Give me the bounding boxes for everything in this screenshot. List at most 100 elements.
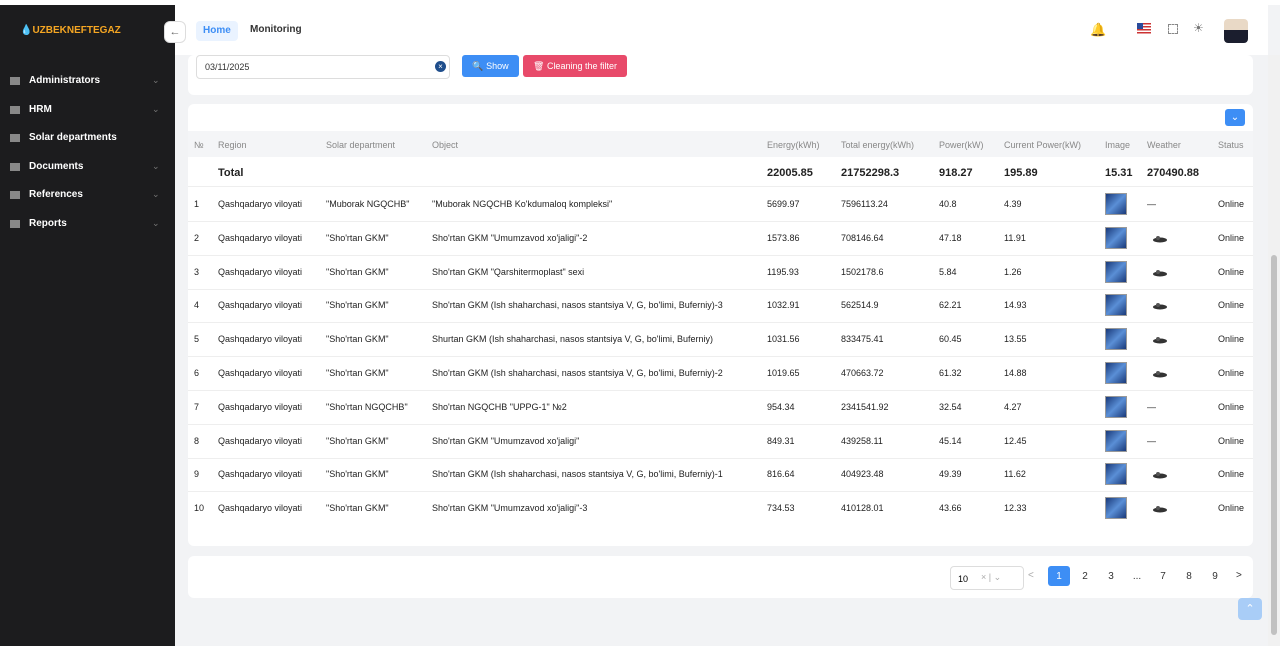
- table-cell: 4.27: [1004, 401, 1022, 412]
- table-cell: 1573.86: [767, 232, 800, 243]
- table-cell: 410128.01: [841, 503, 884, 514]
- nav-tab[interactable]: Home: [196, 21, 238, 41]
- table-cell: "Sho'rtan GKM": [326, 368, 389, 378]
- nav-tab[interactable]: Monitoring: [250, 24, 302, 35]
- show-button[interactable]: 🔍 Show: [462, 55, 519, 77]
- table-cell: Sho'rtan GKM (Ish shaharchasi, nasos sta…: [432, 368, 723, 378]
- column-header: Total energy(kWh): [841, 140, 915, 150]
- menu-icon: [10, 162, 20, 171]
- page-button[interactable]: 8: [1186, 570, 1192, 582]
- brand[interactable]: 💧UZBEKNEFTEGAZ: [20, 25, 121, 36]
- column-header: Object: [432, 140, 459, 150]
- table-cell: 7596113.24: [841, 199, 888, 209]
- status: Online: [1218, 232, 1245, 243]
- table-cell: 4.39: [1004, 199, 1022, 209]
- table-cell: 849.31: [767, 435, 795, 446]
- bell-icon[interactable]: 🔔: [1090, 22, 1107, 37]
- solar-image[interactable]: [1105, 395, 1127, 418]
- solar-image[interactable]: [1105, 294, 1127, 317]
- menu-icon: [10, 105, 20, 114]
- table-cell: Sho'rtan GKM "Umumzavod xo'jaligi"-3: [432, 503, 588, 514]
- table-cell: "Sho'rtan GKM": [326, 300, 389, 311]
- table-cell: 954.34: [767, 401, 795, 412]
- scroll-top[interactable]: ⌃: [1238, 598, 1262, 620]
- date-value: 03/11/2025: [205, 62, 250, 72]
- expand-button[interactable]: ⌄: [1225, 109, 1245, 126]
- menu-item[interactable]: Administrators: [29, 75, 101, 86]
- column-header: Solar department: [326, 140, 396, 150]
- table-cell: 40.8: [939, 199, 957, 209]
- solar-image[interactable]: [1105, 226, 1127, 249]
- table-cell: 14.93: [1004, 300, 1027, 311]
- table-cell: "Sho'rtan GKM": [326, 435, 389, 446]
- flag-icon[interactable]: [1137, 23, 1151, 34]
- solar-image[interactable]: [1105, 260, 1127, 283]
- table-cell: Sho'rtan NGQCHB "UPPG-1" №2: [432, 401, 567, 412]
- table-cell: "Sho'rtan NGQCHB": [326, 401, 408, 412]
- prev-page[interactable]: <: [1028, 570, 1034, 581]
- table-cell: 833475.41: [841, 334, 884, 345]
- table-cell: 1502178.6: [841, 266, 884, 277]
- solar-image[interactable]: [1105, 328, 1127, 351]
- menu-item[interactable]: HRM: [29, 103, 52, 115]
- page-button[interactable]: 3: [1108, 570, 1114, 582]
- status: Online: [1218, 300, 1245, 311]
- menu-chevron: ⌄: [152, 160, 160, 171]
- page-button[interactable]: ...: [1132, 570, 1142, 582]
- page-size-select[interactable]: 10 × | ⌄: [950, 566, 1024, 590]
- fullscreen-icon[interactable]: [1168, 24, 1178, 34]
- table-cell: Qashqadaryo viloyati: [218, 334, 303, 345]
- row-divider: [188, 186, 1253, 187]
- table-cell: 2341541.92: [841, 401, 889, 412]
- row-divider: [188, 221, 1253, 222]
- menu-icon: [10, 77, 20, 85]
- solar-image[interactable]: [1105, 362, 1127, 384]
- weather-icon: [1151, 332, 1169, 350]
- solar-image[interactable]: [1105, 193, 1127, 215]
- table-cell: 1195.93: [767, 266, 799, 277]
- menu-icon: [10, 191, 20, 199]
- table-cell: 45.14: [939, 435, 962, 446]
- table-cell: "Muborak NGQCHB": [326, 199, 410, 209]
- table-cell: Sho'rtan GKM "Umumzavod xo'jaligi"-2: [432, 232, 588, 243]
- table-cell: 6: [194, 368, 200, 378]
- table-cell: 816.64: [767, 469, 795, 480]
- page-button[interactable]: 2: [1082, 570, 1088, 582]
- table-cell: Shurtan GKM (Ish shaharchasi, nasos stan…: [432, 334, 714, 345]
- table-cell: "Sho'rtan GKM": [326, 469, 389, 480]
- avatar[interactable]: [1224, 19, 1248, 43]
- table-cell: 62.21: [939, 300, 962, 311]
- table-cell: 9: [194, 469, 200, 480]
- table-cell: 708146.64: [841, 232, 884, 243]
- next-page[interactable]: >: [1236, 570, 1242, 581]
- page-button[interactable]: 1: [1048, 566, 1070, 586]
- row-divider: [188, 288, 1253, 290]
- menu-item[interactable]: Solar departments: [29, 132, 117, 143]
- menu-chevron: ⌄: [152, 103, 160, 114]
- status: Online: [1218, 469, 1245, 480]
- table-cell: 1019.65: [767, 368, 800, 378]
- table-cell: Sho'rtan GKM (Ish shaharchasi, nasos sta…: [432, 300, 723, 311]
- page-button[interactable]: 9: [1212, 570, 1218, 582]
- table-cell: Qashqadaryo viloyati: [218, 469, 303, 480]
- menu-item[interactable]: Documents: [29, 160, 84, 172]
- solar-image[interactable]: [1105, 429, 1127, 452]
- menu-item[interactable]: References: [29, 189, 83, 200]
- menu-item[interactable]: Reports: [29, 217, 67, 229]
- theme-icon[interactable]: ☀: [1193, 21, 1204, 35]
- table-cell: 11.62: [1004, 469, 1026, 480]
- page-button[interactable]: 7: [1160, 570, 1166, 582]
- solar-image[interactable]: [1105, 497, 1127, 520]
- solar-image[interactable]: [1105, 463, 1127, 486]
- table-card: [188, 104, 1253, 546]
- date-input[interactable]: 03/11/2025 ×: [196, 55, 450, 79]
- column-header: Status: [1218, 140, 1244, 150]
- row-divider: [188, 457, 1253, 459]
- clean-button[interactable]: 🗑 Cleaning the filter: [523, 55, 627, 77]
- column-header: Image: [1105, 140, 1131, 150]
- table-cell: Sho'rtan GKM "Qarshitermoplast" sexi: [432, 266, 585, 277]
- collapse-button[interactable]: ←: [164, 21, 186, 43]
- table-cell: 404923.48: [841, 469, 884, 480]
- filter-card: [188, 55, 1253, 95]
